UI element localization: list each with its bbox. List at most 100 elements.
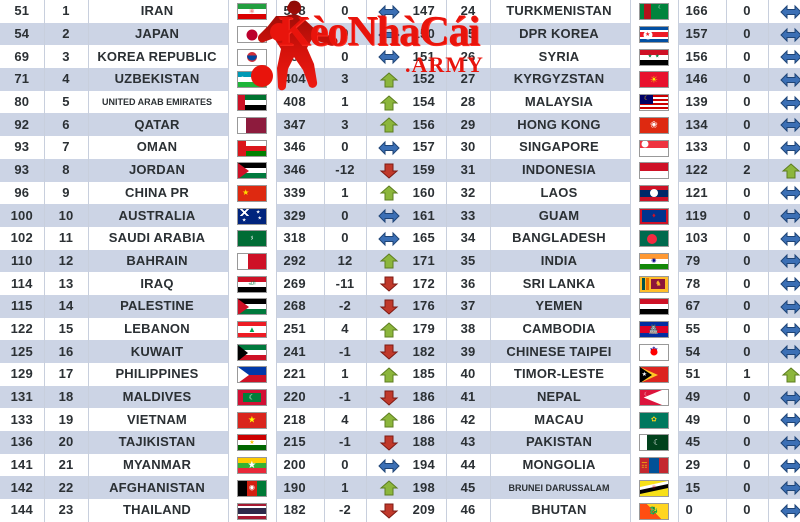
confederation-rank-cell: 24 [446, 0, 491, 23]
table-row[interactable]: 136 20 TAJIKISTAN ★ 215 -1 [0, 431, 412, 454]
table-row[interactable]: 69 3 KOREA REPUBLIC 487 0 [0, 45, 412, 69]
points-change-cell: -1 [324, 431, 367, 454]
table-row[interactable]: 114 13 IRAQ الله 269 -11 [0, 272, 412, 295]
table-row[interactable]: 165 34 BANGLADESH 103 0 [402, 226, 800, 250]
table-row[interactable]: 176 37 YEMEN 67 0 [402, 294, 800, 318]
flag-chinese-taipei-icon: ❄ [639, 343, 669, 361]
points-change-cell: 1 [324, 363, 367, 386]
table-row[interactable]: 179 38 CAMBODIA 🏯 55 0 [402, 317, 800, 341]
team-name-cell: KYRGYZSTAN [490, 68, 631, 91]
table-row[interactable]: 186 42 MACAU ✿ 49 0 [402, 408, 800, 432]
confederation-rank-cell: 13 [44, 272, 89, 295]
flag-cell: ★ ★ ★ [228, 204, 277, 227]
double-arrow-blue-icon [780, 27, 800, 42]
table-row[interactable]: 125 16 KUWAIT 241 -1 [0, 340, 412, 363]
table-row[interactable]: 147 24 TURKMENISTAN ☾ 166 0 [402, 0, 800, 23]
points-cell: 146 [678, 68, 727, 91]
points-change-cell: 4 [324, 317, 367, 341]
table-row[interactable]: 188 43 PAKISTAN ☾ 45 0 [402, 431, 800, 454]
movement-cell [366, 250, 412, 273]
flag-cell: ☶ [630, 453, 679, 477]
table-row[interactable]: 172 36 SRI LANKA ♞ 78 0 [402, 272, 800, 295]
confederation-rank-cell: 1 [44, 0, 89, 23]
table-row[interactable]: 92 6 QATAR 347 3 [0, 113, 412, 137]
confederation-rank-cell: 23 [44, 499, 89, 522]
confederation-rank-cell: 43 [446, 431, 491, 454]
table-row[interactable]: 161 33 GUAM ♦ 119 0 [402, 204, 800, 227]
points-cell: 29 [678, 453, 727, 477]
confederation-rank-cell: 20 [44, 431, 89, 454]
team-name-cell: KOREA REPUBLIC [88, 45, 229, 69]
points-change-cell: -2 [324, 499, 367, 522]
world-rank-cell: 144 [0, 499, 45, 522]
table-row[interactable]: 51 1 IRAN ⚛ 558 0 [0, 0, 412, 23]
world-rank-cell: 131 [0, 385, 45, 409]
double-arrow-blue-icon [780, 458, 800, 473]
double-arrow-blue-icon [780, 435, 800, 451]
team-name-cell: UZBEKISTAN [88, 68, 229, 91]
table-row[interactable]: 80 5 UNITED ARAB EMIRATES 408 1 [0, 90, 412, 114]
points-cell: 347 [276, 113, 325, 137]
table-row[interactable]: 209 46 BHUTAN 🐉 0 0 [402, 499, 800, 522]
table-row[interactable]: 71 4 UZBEKISTAN ☾ 404 3 [0, 68, 412, 91]
table-row[interactable]: 152 27 KYRGYZSTAN ☀ 146 0 [402, 68, 800, 91]
table-row[interactable]: 156 29 HONG KONG ❀ 134 0 [402, 113, 800, 137]
flag-palestine-icon [237, 298, 267, 316]
team-name-cell: UNITED ARAB EMIRATES [88, 90, 229, 114]
table-row[interactable]: 171 35 INDIA ◉ 79 0 [402, 249, 800, 273]
table-row[interactable]: 198 45 BRUNEI DARUSSALAM ⚛ 15 0 [402, 476, 800, 500]
world-rank-cell: 194 [402, 453, 447, 477]
flag-cell: ❀ [630, 113, 679, 137]
table-row[interactable]: 142 22 AFGHANISTAN ◉ 190 1 [0, 476, 412, 500]
confederation-rank-cell: 17 [44, 363, 89, 386]
table-row[interactable]: 100 10 AUSTRALIA ★ ★ ★ 329 0 [0, 204, 412, 227]
table-row[interactable]: 96 9 CHINA PR ★ 339 1 [0, 181, 412, 205]
table-row[interactable]: 150 25 DPR KOREA ★ 157 0 [402, 22, 800, 46]
flag-cell [228, 113, 277, 137]
table-row[interactable]: 141 21 MYANMAR ★ 200 0 [0, 453, 412, 477]
table-row[interactable]: 133 19 VIETNAM ★ 218 4 [0, 408, 412, 432]
table-row[interactable]: 157 30 SINGAPORE 133 0 [402, 136, 800, 159]
double-arrow-blue-icon [780, 345, 800, 360]
table-row[interactable]: 102 11 SAUDI ARABIA لا 318 0 [0, 226, 412, 250]
table-row[interactable]: 129 17 PHILIPPINES 221 1 [0, 363, 412, 386]
table-row[interactable]: 185 40 TIMOR-LESTE ★ 51 1 [402, 363, 800, 386]
table-row[interactable]: 159 31 INDONESIA 122 2 [402, 158, 800, 182]
table-row[interactable]: 144 23 THAILAND 182 -2 [0, 499, 412, 522]
table-row[interactable]: 160 32 LAOS 121 0 [402, 181, 800, 205]
flag-qatar-icon [237, 116, 267, 134]
flag-mongolia-icon: ☶ [639, 457, 669, 475]
flag-cell: لا [228, 226, 277, 250]
flag-kuwait-icon [237, 343, 267, 361]
table-row[interactable]: 93 8 JORDAN 346 -12 [0, 158, 412, 182]
double-arrow-blue-icon [780, 50, 800, 65]
points-cell: 156 [678, 45, 727, 69]
movement-cell [366, 431, 412, 454]
table-row[interactable]: 110 12 BAHRAIN 292 12 [0, 249, 412, 273]
table-row[interactable]: 131 18 MALDIVES ☾ 220 -1 [0, 385, 412, 409]
points-change-cell: 0 [726, 90, 769, 114]
points-cell: 121 [678, 181, 727, 205]
movement-cell [366, 159, 412, 182]
flag-indonesia-icon [639, 162, 669, 180]
table-row[interactable]: 154 28 MALAYSIA ☾ 139 0 [402, 90, 800, 114]
movement-cell [768, 227, 800, 250]
table-row[interactable]: 151 26 SYRIA ★ ★ 156 0 [402, 45, 800, 69]
table-row[interactable]: 115 14 PALESTINE 268 -2 [0, 294, 412, 318]
flag-cell: ❄ [630, 340, 679, 363]
table-row[interactable]: 54 2 JAPAN 523 0 [0, 22, 412, 46]
world-rank-cell: 157 [402, 136, 447, 159]
world-rank-cell: 136 [0, 431, 45, 454]
confederation-rank-cell: 33 [446, 204, 491, 227]
movement-cell [768, 318, 800, 341]
table-row[interactable]: 93 7 OMAN 346 0 [0, 136, 412, 159]
flag-bahrain-icon [237, 252, 267, 270]
double-arrow-blue-icon [378, 4, 400, 20]
table-row[interactable]: 122 15 LEBANON ▲ 251 4 [0, 317, 412, 341]
table-row[interactable]: 186 41 NEPAL ☾ 49 0 [402, 385, 800, 409]
movement-cell [768, 23, 800, 46]
table-row[interactable]: 194 44 MONGOLIA ☶ 29 0 [402, 453, 800, 477]
up-arrow-green-icon [379, 253, 399, 269]
confederation-rank-cell: 7 [44, 136, 89, 159]
